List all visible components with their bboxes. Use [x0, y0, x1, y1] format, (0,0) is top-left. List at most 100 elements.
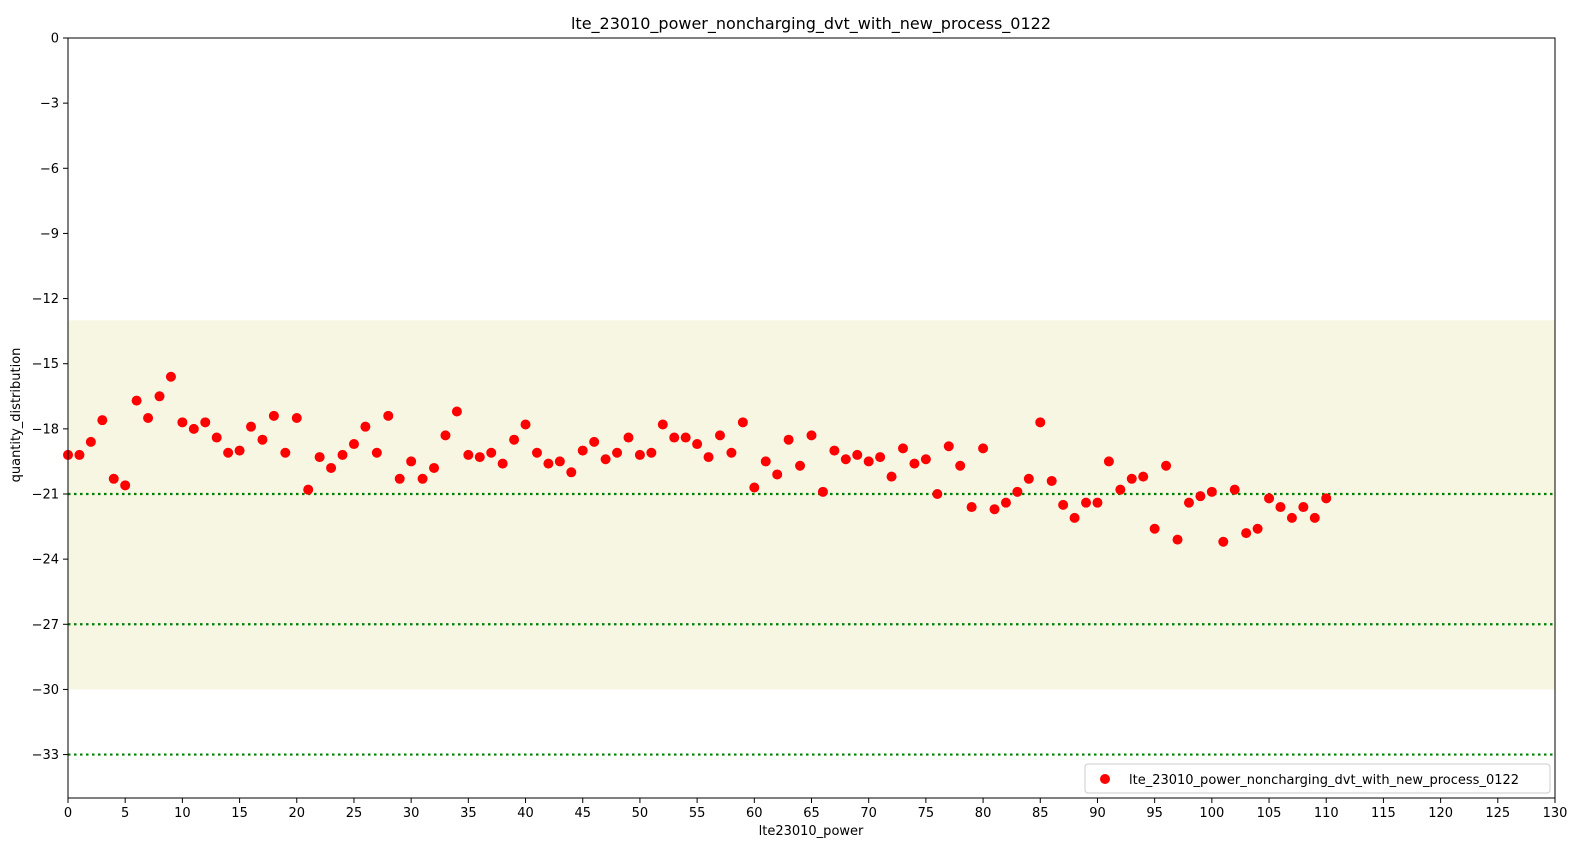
data-point [326, 462, 337, 473]
x-tick-label: 35 [460, 806, 477, 821]
data-point [749, 482, 760, 493]
chart-title: lte_23010_power_noncharging_dvt_with_new… [571, 14, 1051, 34]
data-point [1138, 471, 1149, 482]
data-point [1172, 534, 1183, 545]
y-tick-label: −21 [32, 488, 59, 503]
data-point [417, 473, 428, 484]
data-point [474, 452, 485, 463]
data-point [920, 454, 931, 465]
y-axis-ticks: 0 −3 −6 −9 −12 −15 −18 −21 −24 −27 −30 −33 [32, 32, 68, 763]
data-point [634, 449, 645, 460]
x-tick-label: 80 [975, 806, 992, 821]
data-point [1046, 475, 1057, 486]
data-point [257, 434, 268, 445]
data-point [600, 454, 611, 465]
x-tick-label: 55 [689, 806, 706, 821]
data-point [783, 434, 794, 445]
data-point [509, 434, 520, 445]
data-point [612, 447, 623, 458]
x-tick-label: 65 [803, 806, 820, 821]
data-point [1115, 484, 1126, 495]
data-point [1264, 493, 1275, 504]
y-tick-label: −30 [32, 683, 59, 698]
data-point [669, 432, 680, 443]
x-tick-label: 120 [1428, 806, 1453, 821]
x-tick-label: 90 [1089, 806, 1106, 821]
x-tick-label: 100 [1199, 806, 1224, 821]
data-point [406, 456, 417, 467]
data-point [1195, 491, 1206, 502]
data-point [863, 456, 874, 467]
data-point [451, 406, 462, 417]
x-tick-label: 60 [746, 806, 763, 821]
data-point [1206, 486, 1217, 497]
data-point [1161, 460, 1172, 471]
data-point [85, 436, 96, 447]
data-point [852, 449, 863, 460]
data-point [646, 447, 657, 458]
x-tick-label: 50 [632, 806, 649, 821]
data-point [1092, 497, 1103, 508]
y-tick-label: 0 [51, 32, 59, 47]
data-point [566, 467, 577, 478]
legend-marker [1100, 774, 1110, 784]
data-point [246, 421, 257, 432]
x-tick-label: 0 [64, 806, 72, 821]
shaded-band-rect [68, 320, 1555, 690]
data-point [806, 430, 817, 441]
data-point [1286, 512, 1297, 523]
x-tick-label: 40 [517, 806, 534, 821]
data-point [234, 445, 245, 456]
data-point [1126, 473, 1137, 484]
data-point [1035, 417, 1046, 428]
legend-label: lte_23010_power_noncharging_dvt_with_new… [1129, 773, 1519, 788]
data-point [932, 489, 943, 499]
data-point [577, 445, 588, 456]
data-point [1229, 484, 1240, 495]
y-tick-label: −15 [32, 357, 59, 372]
data-point [429, 462, 440, 473]
data-point [589, 436, 600, 447]
data-point [772, 469, 783, 480]
data-point [280, 447, 291, 458]
data-point [337, 449, 348, 460]
data-point [1218, 536, 1229, 547]
x-tick-label: 130 [1543, 806, 1568, 821]
data-point [657, 419, 668, 430]
x-tick-label: 15 [231, 806, 248, 821]
data-point [554, 456, 565, 467]
y-axis-label: quantity_distribution [9, 348, 24, 483]
data-point [760, 456, 771, 467]
y-tick-label: −6 [40, 162, 59, 177]
data-point [520, 419, 531, 430]
y-tick-label: −9 [40, 227, 59, 242]
data-point [1069, 512, 1080, 523]
data-point [360, 421, 371, 432]
data-point [440, 430, 451, 441]
x-axis-label: lte23010_power [759, 824, 864, 839]
data-point [1012, 486, 1023, 497]
data-point [1309, 512, 1320, 523]
x-tick-label: 10 [174, 806, 191, 821]
data-point [463, 449, 474, 460]
data-point [154, 391, 165, 402]
data-point [795, 460, 806, 471]
data-point [1000, 497, 1011, 508]
data-point [314, 452, 325, 463]
data-point [692, 439, 703, 450]
x-tick-label: 25 [346, 806, 363, 821]
data-point [1252, 523, 1263, 534]
data-point [1321, 493, 1332, 504]
data-point [371, 447, 382, 458]
data-point [200, 417, 211, 428]
x-tick-label: 115 [1371, 806, 1396, 821]
x-tick-label: 125 [1485, 806, 1510, 821]
data-point [486, 447, 497, 458]
data-point [394, 473, 405, 484]
data-points [63, 371, 1332, 547]
data-point [909, 458, 920, 469]
data-point [97, 415, 108, 426]
data-point [531, 447, 542, 458]
data-point [211, 432, 222, 443]
